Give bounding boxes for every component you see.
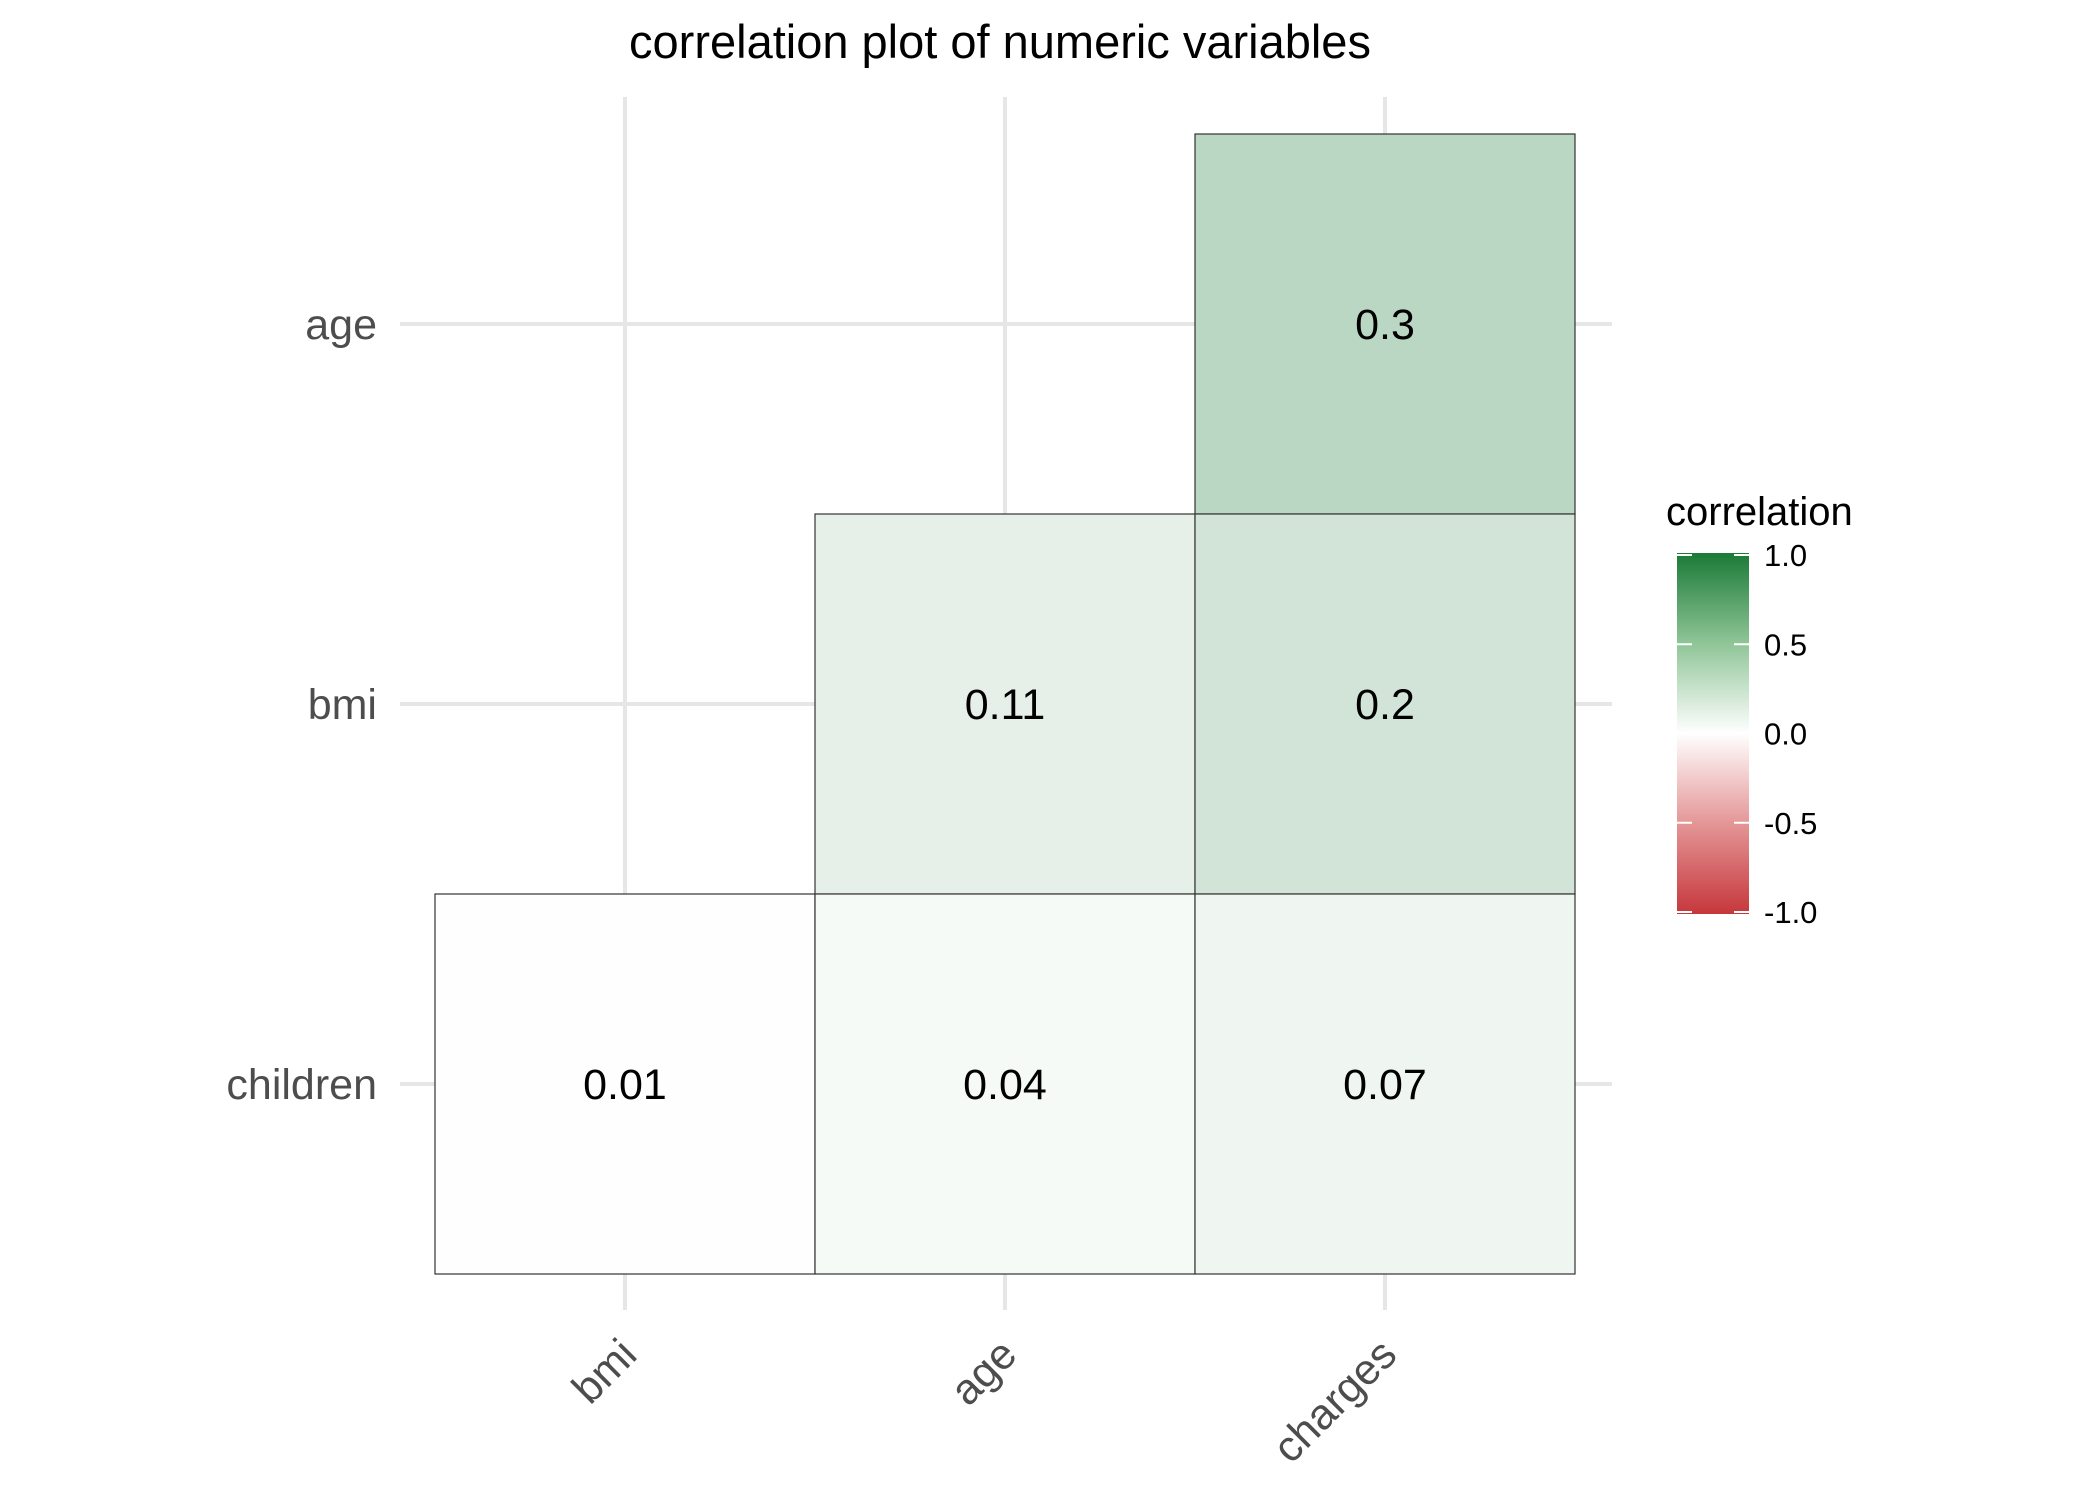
chart-title: correlation plot of numeric variables — [629, 15, 1371, 68]
legend-tick-label: 0.5 — [1764, 627, 1807, 662]
cell-value-label: 0.3 — [1355, 301, 1415, 349]
heatmap-cell — [434, 893, 816, 1275]
y-axis: age bmi children — [226, 301, 377, 1109]
legend: correlation 1.0 0.5 0.0 -0.5 -1.0 — [1666, 490, 1853, 930]
y-tick-label: children — [226, 1061, 377, 1109]
legend-tick-label: -0.5 — [1764, 806, 1817, 841]
legend-tick-label: 0.0 — [1764, 717, 1807, 752]
y-tick-label: bmi — [308, 681, 377, 729]
cell-value-label: 0.11 — [965, 681, 1046, 729]
x-tick-label: charges — [1264, 1330, 1406, 1472]
heatmap-cell — [814, 893, 1196, 1275]
heatmap-cell — [1194, 133, 1576, 515]
legend-ticks: 1.0 0.5 0.0 -0.5 -1.0 — [1677, 538, 1817, 930]
x-tick-label: age — [941, 1330, 1026, 1415]
legend-title: correlation — [1666, 490, 1853, 534]
y-tick-label: age — [305, 301, 377, 349]
cell-value-label: 0.07 — [1343, 1061, 1427, 1109]
x-tick-label: bmi — [563, 1330, 646, 1413]
heatmap-cell — [1194, 893, 1576, 1275]
cell-value-label: 0.2 — [1355, 681, 1415, 729]
cell-value-label: 0.04 — [963, 1061, 1047, 1109]
heatmap-cell — [1194, 513, 1576, 895]
legend-tick-label: -1.0 — [1764, 895, 1817, 930]
heatmap-cells: 0.3 0.11 0.2 0.01 0.04 0.07 — [434, 133, 1576, 1275]
legend-tick-label: 1.0 — [1764, 538, 1807, 573]
cell-value-label: 0.01 — [583, 1061, 667, 1109]
x-axis: bmi age charges — [563, 1330, 1406, 1472]
heatmap-cell — [814, 513, 1196, 895]
